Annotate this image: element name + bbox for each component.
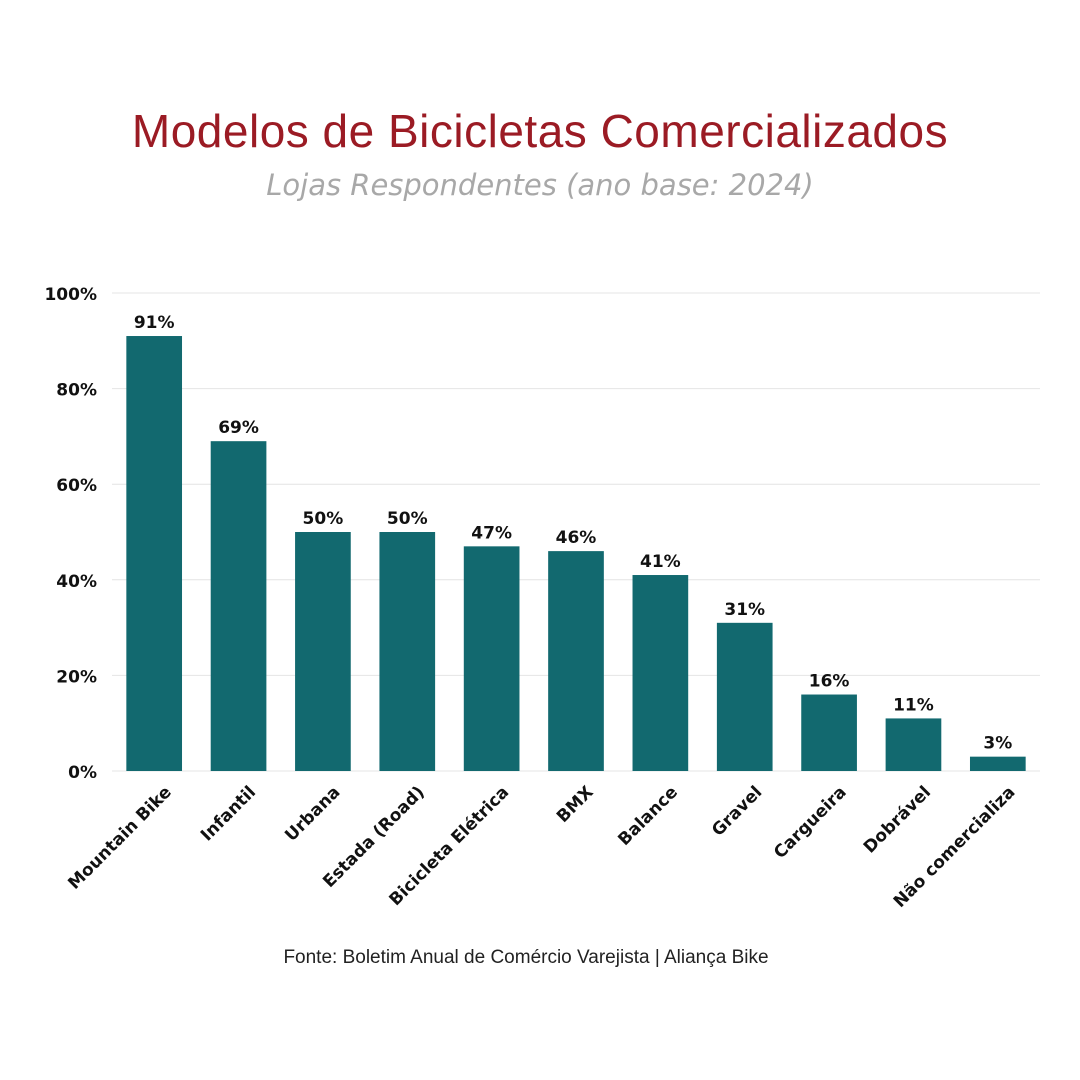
bar xyxy=(463,546,520,771)
bar-value-label: 50% xyxy=(387,509,428,529)
source-note: Fonte: Boletim Anual de Comércio Varejis… xyxy=(283,947,769,968)
bar xyxy=(379,532,436,771)
y-tick-label: 40% xyxy=(56,572,97,592)
bar xyxy=(548,551,604,771)
bar xyxy=(126,336,183,771)
x-tick-label: Cargueira xyxy=(770,782,850,862)
bar xyxy=(969,756,1026,771)
x-tick-label: Mountain Bike xyxy=(64,782,175,893)
y-tick-label: 60% xyxy=(56,476,97,496)
chart-subtitle: Lojas Respondentes (ano base: 2024) xyxy=(266,168,814,202)
bar xyxy=(885,718,942,771)
x-tick-label: Urbana xyxy=(281,782,344,845)
x-tick-label: BMX xyxy=(553,782,598,827)
bar-value-label: 3% xyxy=(983,734,1012,754)
bar xyxy=(801,694,857,771)
value-labels: 91% 69% 50% 50% 47% 46% 41% 31% 16% 11% 3% xyxy=(134,313,1012,754)
bar-value-label: 91% xyxy=(134,313,175,333)
x-tick-label: Dobrável xyxy=(860,782,935,857)
bar-value-label: 11% xyxy=(893,695,934,715)
bar-value-label: 41% xyxy=(640,552,681,572)
x-tick-label: Balance xyxy=(614,782,681,849)
bars xyxy=(126,336,1026,771)
bar-value-label: 69% xyxy=(218,418,259,438)
bar-value-label: 46% xyxy=(556,528,597,548)
x-tick-label: Gravel xyxy=(708,782,766,840)
x-tick-label: Infantil xyxy=(197,782,260,845)
bar-value-label: 16% xyxy=(809,672,850,692)
bar-value-label: 50% xyxy=(303,509,344,529)
bar xyxy=(295,532,351,771)
y-tick-label: 0% xyxy=(68,763,97,783)
y-tick-label: 20% xyxy=(56,667,97,687)
bar xyxy=(210,441,267,771)
y-axis-tick-labels: 0% 20% 40% 60% 80% 100% xyxy=(44,285,97,783)
y-tick-label: 80% xyxy=(56,381,97,401)
bar xyxy=(716,622,773,771)
bar-value-label: 31% xyxy=(724,600,765,620)
bar xyxy=(632,575,689,771)
y-tick-label: 100% xyxy=(44,285,97,305)
bar-value-label: 47% xyxy=(471,523,512,543)
chart-title: Modelos de Bicicletas Comercializados xyxy=(131,105,949,157)
